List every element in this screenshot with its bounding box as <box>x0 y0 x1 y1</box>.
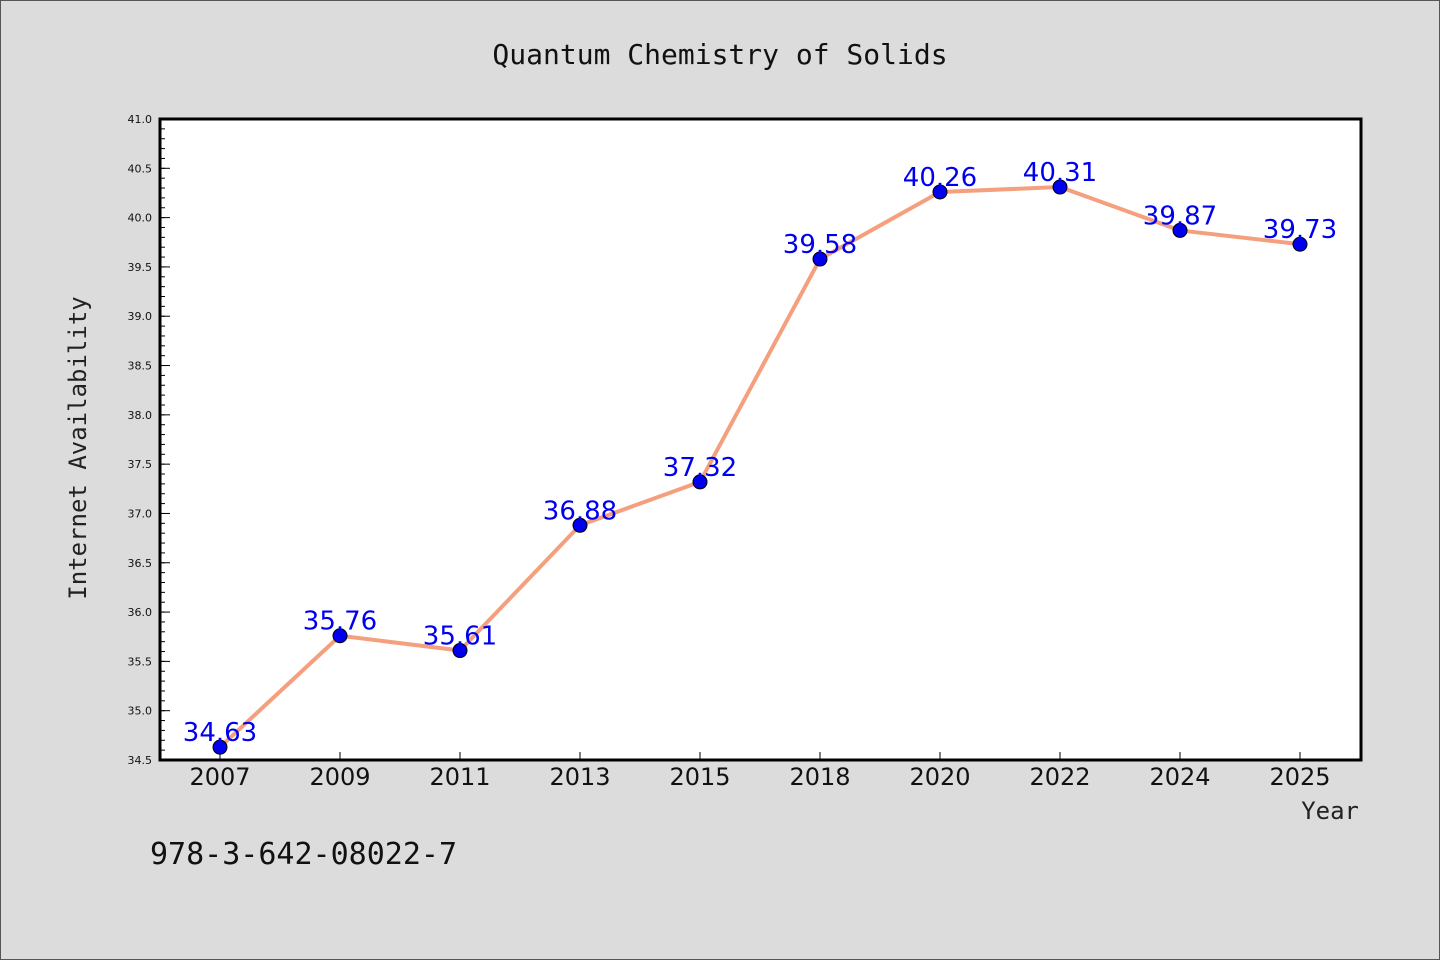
y-tick-label: 39.5 <box>128 261 153 274</box>
x-tick-label: 2020 <box>909 763 970 791</box>
y-tick-label: 36.0 <box>128 606 153 619</box>
data-label: 40.26 <box>903 163 977 193</box>
x-tick-label: 2025 <box>1269 763 1330 791</box>
y-tick-label: 35.5 <box>128 655 153 668</box>
x-tick-label: 2007 <box>189 763 250 791</box>
x-axis-label: Year <box>1301 797 1359 825</box>
plot-area <box>158 117 1363 762</box>
data-label: 37.32 <box>663 453 737 483</box>
isbn-text: 978-3-642-08022-7 <box>150 837 457 872</box>
x-tick-label: 2013 <box>549 763 610 791</box>
y-tick-label: 40.0 <box>128 212 153 225</box>
x-tick-label: 2022 <box>1029 763 1090 791</box>
data-point <box>1052 179 1068 195</box>
chart-title: Quantum Chemistry of Solids <box>492 38 947 71</box>
data-labels: 34.63 35.76 35.61 36.88 37.32 39.58 40.26 40.31… <box>183 158 1337 748</box>
y-tick-label: 35.0 <box>128 705 153 718</box>
series-line <box>218 185 1301 749</box>
y-tick-label: 36.5 <box>128 557 153 570</box>
data-label: 39.87 <box>1143 201 1217 231</box>
y-tick-label: 34.5 <box>128 754 153 767</box>
x-axis: 2007 2009 2011 2013 2015 2018 2020 2022 2024 2025 <box>189 752 1331 791</box>
data-label: 39.73 <box>1263 215 1337 245</box>
data-point <box>1292 236 1308 252</box>
y-tick-label: 38.0 <box>128 409 153 422</box>
data-label: 34.63 <box>183 718 257 748</box>
x-tick-label: 2009 <box>309 763 370 791</box>
data-point <box>572 517 588 533</box>
data-label: 36.88 <box>543 496 617 526</box>
x-tick-label: 2024 <box>1149 763 1210 791</box>
y-tick-label: 39.0 <box>128 310 153 323</box>
y-tick-label: 37.0 <box>128 507 153 520</box>
data-label: 40.31 <box>1023 158 1097 188</box>
y-tick-label: 40.5 <box>128 162 153 175</box>
data-point <box>212 739 228 755</box>
series-group <box>212 179 1308 755</box>
data-label: 39.58 <box>783 230 857 260</box>
y-tick-label: 38.5 <box>128 360 153 373</box>
data-point <box>452 643 468 659</box>
data-label: 35.61 <box>423 622 497 652</box>
y-tick-label: 41.0 <box>128 113 153 126</box>
data-point <box>1172 222 1188 238</box>
y-tick-label: 37.5 <box>128 458 153 471</box>
data-point <box>812 251 828 267</box>
x-tick-label: 2011 <box>429 763 490 791</box>
data-point <box>932 184 948 200</box>
x-tick-label: 2015 <box>669 763 730 791</box>
y-axis-label: Internet Availability <box>64 296 92 599</box>
y-axis: 34.5 35.0 35.5 36.0 36.5 37.0 37.5 38.0 38.5 39.0… <box>128 113 170 767</box>
x-tick-label: 2018 <box>789 763 850 791</box>
data-label: 35.76 <box>303 607 377 637</box>
data-point <box>692 474 708 490</box>
data-point <box>332 628 348 644</box>
